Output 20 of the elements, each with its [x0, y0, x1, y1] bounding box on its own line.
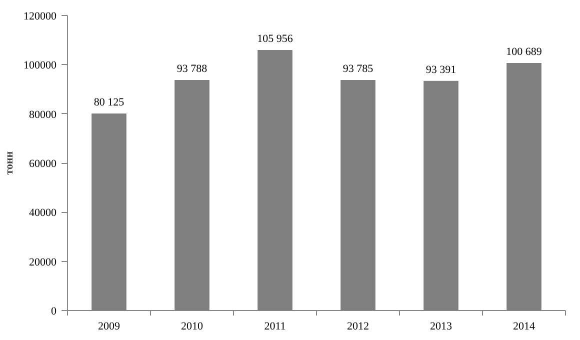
x-tick-label: 2011	[264, 320, 286, 332]
y-tick-label: 20000	[29, 256, 57, 268]
data-label: 105 956	[257, 33, 294, 46]
x-tick-label: 2014	[513, 320, 536, 332]
y-tick-label: 40000	[29, 207, 57, 220]
data-label: 93 391	[426, 64, 456, 76]
data-label: 93 785	[342, 62, 374, 75]
data-label: 93 788	[176, 62, 208, 75]
x-tick-label: 2009	[98, 320, 120, 332]
x-tick-label: 2012	[347, 320, 369, 332]
data-label: 100 689	[506, 46, 542, 58]
y-tick-label: 60000	[29, 158, 57, 170]
data-label: 80 125	[94, 96, 125, 109]
y-axis-title: тонн	[4, 150, 16, 175]
y-tick-label: 100000	[24, 60, 57, 72]
x-tick-label: 2013	[430, 320, 452, 332]
x-tick-label: 2010	[181, 320, 204, 332]
y-tick-label: 120000	[24, 10, 57, 22]
y-tick-label: 0	[51, 306, 57, 318]
y-tick-label: 80000	[29, 108, 57, 121]
